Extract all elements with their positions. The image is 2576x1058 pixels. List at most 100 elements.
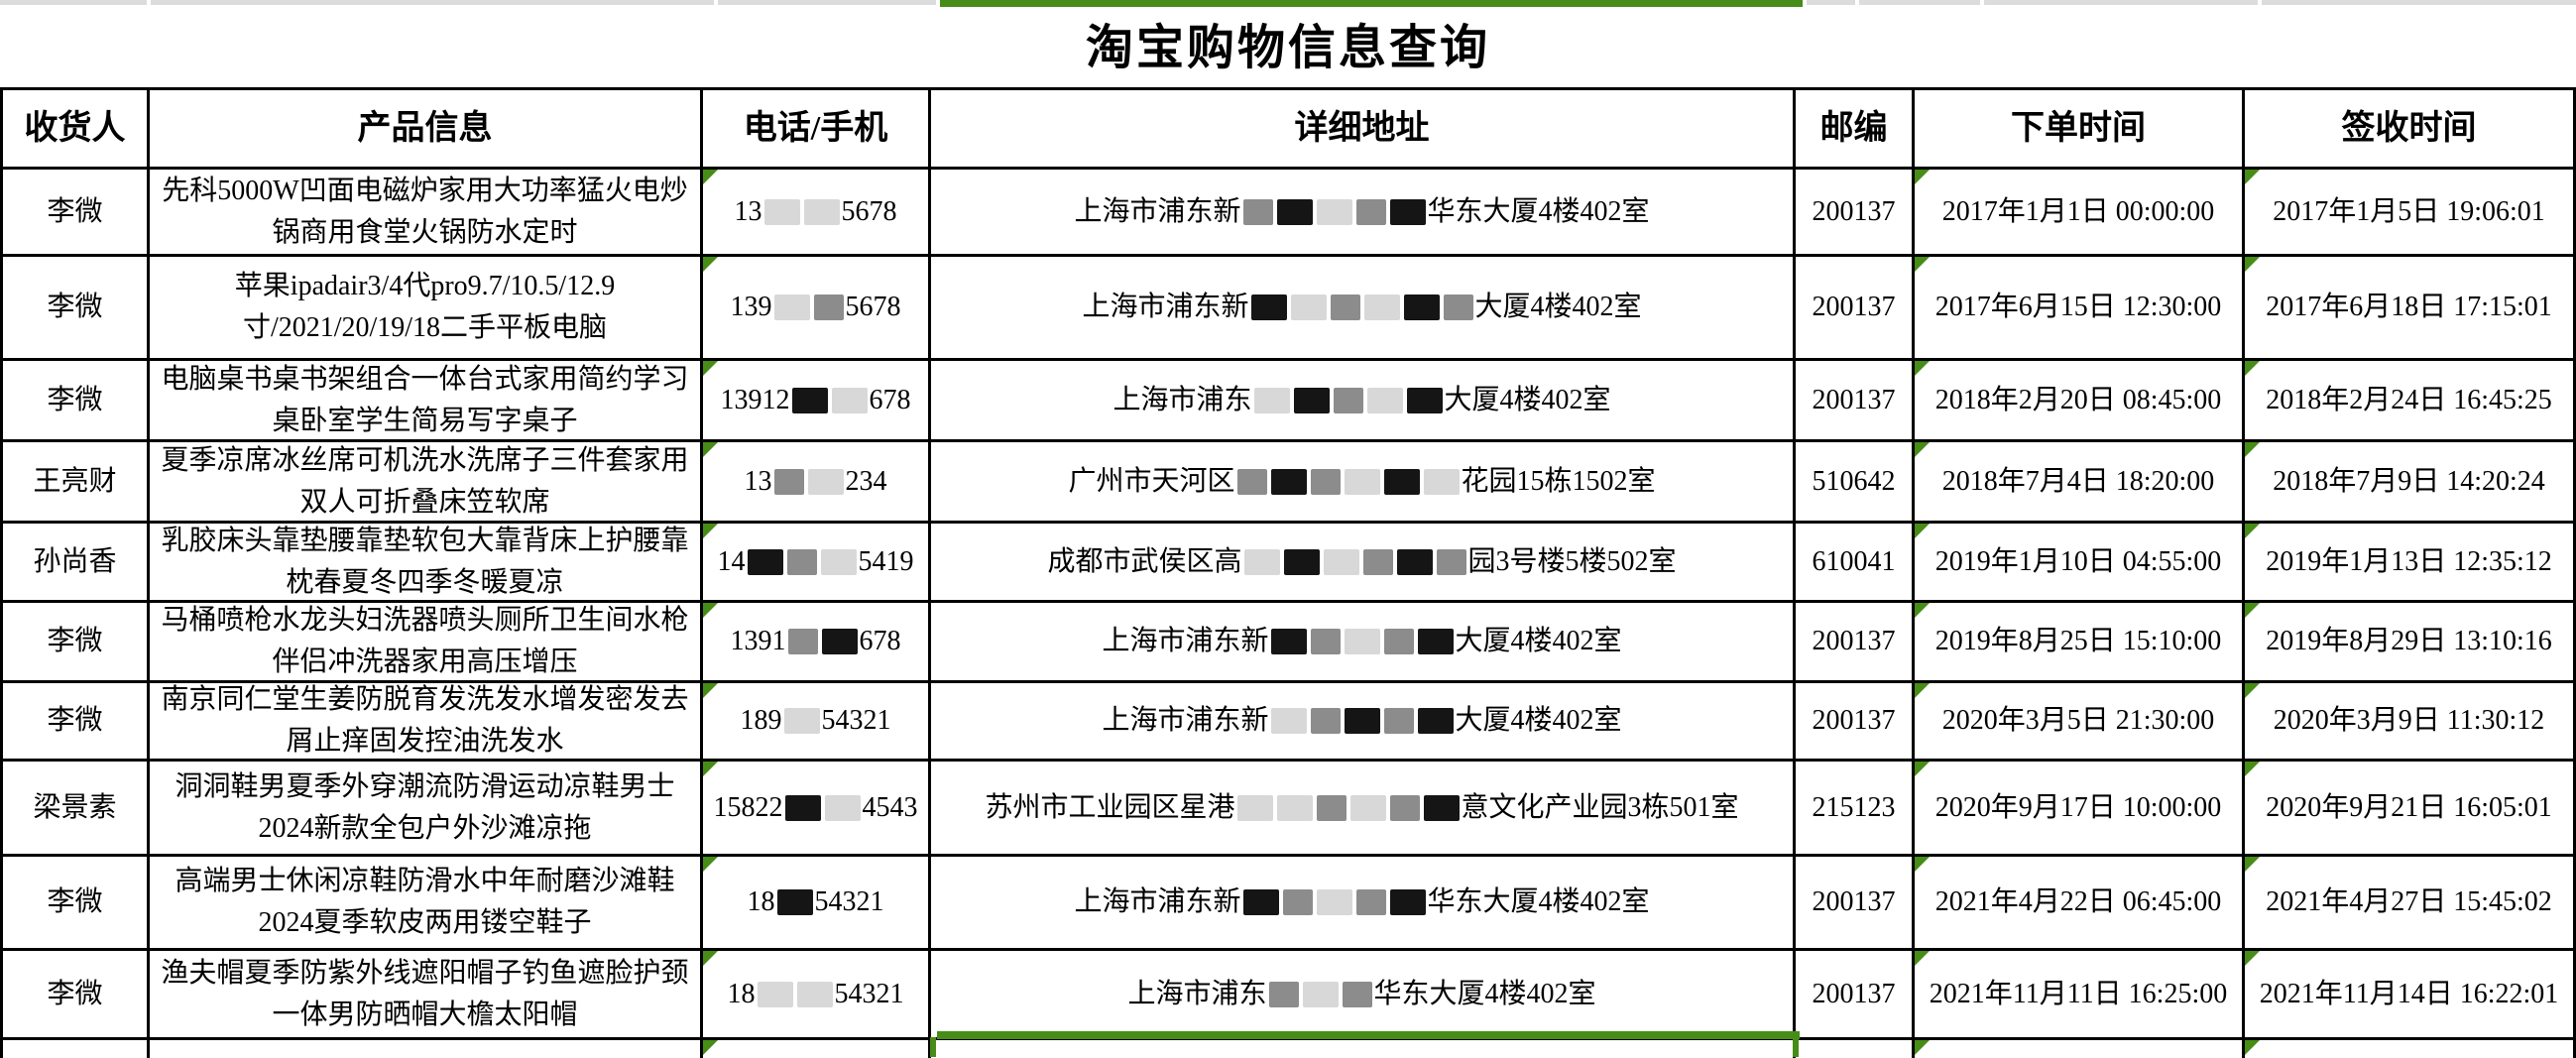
cell-order-time[interactable]: 2018年7月4日 18:20:00 (1915, 442, 2245, 524)
cell-address[interactable]: 成都市武侯区高 园3号楼5楼502室 (931, 524, 1796, 603)
cell-order-time[interactable]: 2018年2月20日 08:45:00 (1915, 361, 2245, 442)
header-cell-zip[interactable]: 邮编 (1796, 90, 1915, 170)
header-cell-sign_time[interactable]: 签收时间 (2245, 90, 2573, 170)
cell-product[interactable]: 夏季凉席冰丝席可机洗水洗席子三件套家用双人可折叠床笠软席 (150, 442, 703, 524)
cell-phone[interactable]: 1391 678 (703, 603, 931, 683)
cell-product[interactable]: 渔夫帽夏季防紫外线遮阳帽子钓鱼遮脸护颈一体男防晒帽大檐太阳帽 (150, 951, 703, 1040)
cell-order-time[interactable]: 2020年3月5日 21:30:00 (1915, 683, 2245, 762)
cell-sign-time[interactable]: 2021年4月27日 15:45:02 (2245, 857, 2573, 951)
address-suffix: 园3号楼5楼502室 (1467, 545, 1677, 577)
cell-zip[interactable]: 510642 (1796, 442, 1915, 524)
address-redaction-box (1330, 294, 1360, 320)
cell-zip[interactable]: 200137 (1796, 170, 1915, 257)
cell-product[interactable]: 苹果ipadair3/4代pro9.7/10.5/12.9寸/2021/20/1… (150, 257, 703, 361)
cell-order-time[interactable]: 2019年8月25日 15:10:00 (1915, 603, 2245, 683)
cell-phone[interactable]: 139 5678 (703, 257, 931, 361)
partial-cell[interactable] (2245, 1040, 2573, 1058)
cell-zip[interactable]: 200137 (1796, 257, 1915, 361)
header-cell-product[interactable]: 产品信息 (150, 90, 703, 170)
recipient-text: 王亮财 (33, 465, 117, 497)
cell-address[interactable]: 上海市浦东新 华东大厦4楼402室 (931, 170, 1796, 257)
address-suffix: 大厦4楼402室 (1455, 626, 1622, 656)
cell-address[interactable]: 上海市浦东 华东大厦4楼402室 (931, 951, 1796, 1040)
cell-order-time[interactable]: 2021年11月11日 16:25:00 (1915, 951, 2245, 1040)
header-cell-address[interactable]: 详细地址 (931, 90, 1796, 170)
cell-address[interactable]: 上海市浦东新 大厦4楼402室 (931, 257, 1796, 361)
cell-sign-time[interactable]: 2020年9月21日 16:05:01 (2245, 762, 2573, 857)
cell-order-time[interactable]: 2020年9月17日 10:00:00 (1915, 762, 2245, 857)
cell-zip[interactable]: 200137 (1796, 857, 1915, 951)
cell-phone[interactable]: 18 54321 (703, 951, 931, 1040)
cell-sign-time[interactable]: 2018年2月24日 16:45:25 (2245, 361, 2573, 442)
cell-product[interactable]: 先科5000W凹面电磁炉家用大功率猛火电炒锅商用食堂火锅防水定时 (150, 170, 703, 257)
cell-order-time[interactable]: 2017年1月1日 00:00:00 (1915, 170, 2245, 257)
cell-sign-time[interactable]: 2019年8月29日 13:10:16 (2245, 603, 2573, 683)
cell-product[interactable]: 洞洞鞋男夏季外穿潮流防滑运动凉鞋男士2024新款全包户外沙滩凉拖 (150, 762, 703, 857)
product-text: 夏季凉席冰丝席可机洗水洗席子三件套家用双人可折叠床笠软席 (161, 444, 689, 518)
orders-table: 收货人 产品信息 电话/手机 详细地址 邮编 下单时间 签收时间 李微 先科5000W凹面电磁… (0, 87, 2576, 1058)
address-redaction-box (1349, 794, 1386, 821)
cell-recipient[interactable]: 李微 (3, 857, 150, 951)
cell-address[interactable]: 苏州市工业园区星港 意文化产业园3栋501室 (931, 762, 1796, 857)
cell-address[interactable]: 上海市浦东新 大厦4楼402室 (931, 603, 1796, 683)
phone-redaction-box (796, 981, 833, 1007)
cell-product[interactable]: 高端男士休闲凉鞋防滑水中年耐磨沙滩鞋2024夏季软皮两用镂空鞋子 (150, 857, 703, 951)
cell-zip[interactable]: 215123 (1796, 762, 1915, 857)
cell-phone[interactable]: 15822 4543 (703, 762, 931, 857)
partial-cell[interactable] (931, 1040, 1796, 1058)
cell-address[interactable]: 上海市浦东新 大厦4楼402室 (931, 683, 1796, 762)
cell-recipient[interactable]: 孙尚香 (3, 524, 150, 603)
cell-product[interactable]: 电脑桌书桌书架组合一体台式家用简约学习桌卧室学生简易写字桌子 (150, 361, 703, 442)
header-cell-phone[interactable]: 电话/手机 (703, 90, 931, 170)
cell-recipient[interactable]: 李微 (3, 683, 150, 762)
cell-recipient[interactable]: 李微 (3, 951, 150, 1040)
address-redaction-box (1276, 794, 1313, 821)
cell-zip[interactable]: 200137 (1796, 603, 1915, 683)
cell-phone[interactable]: 13912 678 (703, 361, 931, 442)
cell-order-time[interactable]: 2021年4月22日 06:45:00 (1915, 857, 2245, 951)
cell-sign-time[interactable]: 2020年3月9日 11:30:12 (2245, 683, 2573, 762)
cell-product[interactable]: 南京同仁堂生姜防脱育发洗发水增发密发去屑止痒固发控油洗发水 (150, 683, 703, 762)
cell-sign-time[interactable]: 2021年11月14日 16:22:01 (2245, 951, 2573, 1040)
cell-address[interactable]: 上海市浦东新 华东大厦4楼402室 (931, 857, 1796, 951)
cell-phone[interactable]: 14 5419 (703, 524, 931, 603)
partial-cell[interactable] (1796, 1040, 1915, 1058)
cell-recipient[interactable]: 李微 (3, 603, 150, 683)
cell-product[interactable]: 马桶喷枪水龙头妇洗器喷头厕所卫生间水枪伴侣冲洗器家用高压增压 (150, 603, 703, 683)
cell-order-time[interactable]: 2017年6月15日 12:30:00 (1915, 257, 2245, 361)
cell-address[interactable]: 上海市浦东 大厦4楼402室 (931, 361, 1796, 442)
cell-phone[interactable]: 18 54321 (703, 857, 931, 951)
cell-zip[interactable]: 200137 (1796, 361, 1915, 442)
cell-sign-time[interactable]: 2017年6月18日 17:15:01 (2245, 257, 2573, 361)
address-redaction-box (1242, 198, 1273, 225)
cell-sign-time[interactable]: 2018年7月9日 14:20:24 (2245, 442, 2573, 524)
phone-prefix: 18 (747, 886, 775, 917)
cell-sign-time[interactable]: 2019年1月13日 12:35:12 (2245, 524, 2573, 603)
cell-recipient[interactable]: 李微 (3, 257, 150, 361)
cell-zip[interactable]: 200137 (1796, 683, 1915, 762)
cell-product[interactable]: 乳胶床头靠垫腰靠垫软包大靠背床上护腰靠枕春夏冬四季冬暖夏凉 (150, 524, 703, 603)
cell-recipient[interactable]: 梁景素 (3, 762, 150, 857)
cell-sign-time[interactable]: 2017年1月5日 19:06:01 (2245, 170, 2573, 257)
header-cell-order_time[interactable]: 下单时间 (1915, 90, 2245, 170)
order-time-text: 2020年3月5日 21:30:00 (1941, 705, 2215, 736)
cell-order-time[interactable]: 2019年1月10日 04:55:00 (1915, 524, 2245, 603)
partial-cell[interactable] (150, 1040, 703, 1058)
unsynced-triangle-icon (2245, 442, 2260, 457)
cell-phone[interactable]: 13 5678 (703, 170, 931, 257)
address-suffix: 大厦4楼402室 (1444, 384, 1611, 415)
cell-phone[interactable]: 189 54321 (703, 683, 931, 762)
cell-recipient[interactable]: 李微 (3, 170, 150, 257)
partial-cell[interactable] (3, 1040, 150, 1058)
cell-zip[interactable]: 610041 (1796, 524, 1915, 603)
partial-cell[interactable] (703, 1040, 931, 1058)
address-redaction-box (1333, 387, 1363, 413)
cell-phone[interactable]: 13 234 (703, 442, 931, 524)
header-cell-recipient[interactable]: 收货人 (3, 90, 150, 170)
cell-zip[interactable]: 200137 (1796, 951, 1915, 1040)
cell-recipient[interactable]: 李微 (3, 361, 150, 442)
product-text: 洞洞鞋男夏季外穿潮流防滑运动凉鞋男士2024新款全包户外沙滩凉拖 (175, 770, 675, 844)
partial-cell[interactable] (1915, 1040, 2245, 1058)
cell-recipient[interactable]: 王亮财 (3, 442, 150, 524)
cell-address[interactable]: 广州市天河区 花园15栋1502室 (931, 442, 1796, 524)
